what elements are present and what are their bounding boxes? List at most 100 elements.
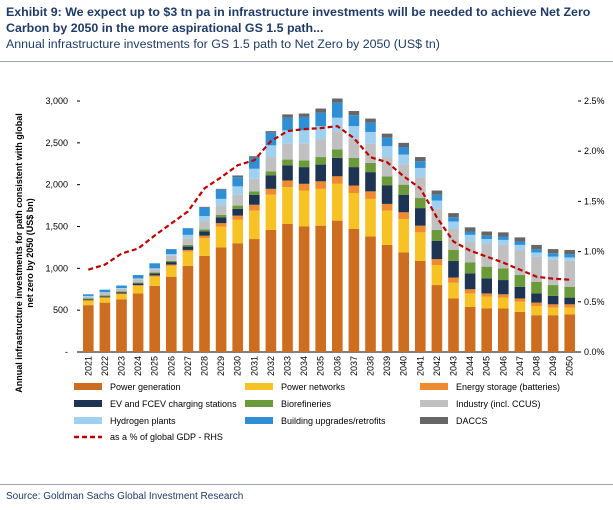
bar-segment [298,183,310,191]
bar-segment [464,306,476,352]
bar-segment [199,216,210,222]
bar-segment [414,157,426,162]
bar-segment [265,194,277,230]
bar-segment [248,178,260,192]
bar-segment [232,175,244,178]
bar-segment [116,294,127,300]
bar-segment [232,215,244,220]
bar-segment [514,275,526,287]
x-tick-label: 2022 [100,356,110,376]
bar-segment [215,217,227,224]
bar-segment [315,225,327,352]
bar-segment [481,296,493,309]
bar-segment [298,130,310,144]
bar-segment [381,146,393,158]
x-tick-label: 2043 [449,356,459,376]
bar-segment [331,157,343,177]
bar-segment [182,234,194,239]
bar-segment [265,131,277,133]
bar-segment [348,138,360,158]
legend-swatch [245,383,273,390]
legend-swatch [245,417,273,424]
bar-segment [248,239,260,352]
bar-segment [116,288,127,292]
bar-segment [315,108,327,113]
bar-segment [215,189,227,199]
bar-segment [348,193,360,230]
bar-segment [414,167,426,178]
x-tick-label: 2045 [482,356,492,376]
bar-segment [215,198,227,206]
bar-segment [282,187,293,224]
bar-segment [248,210,260,240]
bar-segment [182,228,194,235]
bar-segment [215,214,227,218]
bar-segment [215,223,227,227]
x-tick-label: 2028 [200,356,210,376]
bar-segment [265,171,277,176]
bar-segment [99,292,111,294]
bar-segment [182,249,194,252]
bar-segment [348,185,360,194]
legend-swatch [74,383,102,390]
bar-segment [497,280,509,295]
bar-segment [481,308,493,352]
legend-label: Power networks [281,382,346,392]
bar-segment [199,229,210,232]
bar-segment [282,165,293,181]
x-tick-label: 2049 [548,356,558,376]
bar-segment [398,194,410,213]
top-divider [0,61,613,62]
bar-segment [99,295,111,297]
bar-segment [564,249,576,255]
bar-segment [398,252,410,352]
bar-segment [531,302,542,306]
bar-segment [149,275,161,277]
bar-segment [282,130,293,144]
bar-segment [464,231,476,235]
x-tick-label: 2044 [465,356,475,376]
bar-segment [265,157,277,172]
x-tick-label: 2025 [150,356,160,376]
bar-segment [431,208,443,230]
bar-segment [365,143,376,163]
bar-segment [116,293,127,295]
bar-segment [497,308,509,352]
bar-segment [381,133,393,138]
bar-segment [165,276,177,352]
bar-segment [232,243,244,352]
bar-segment [199,221,210,230]
bar-segment [116,291,127,293]
bar-segment [431,229,443,241]
legend-label: Energy storage (batteries) [456,382,560,392]
bar-segment [448,260,459,278]
bar-segment [381,157,393,177]
y2-tick-label: 2.5% [584,96,605,106]
bar-segment [414,232,426,261]
bar-segment [381,210,393,245]
bar-segment [381,203,393,211]
y2-tick-label: 0.5% [584,297,605,307]
bar-segment [149,272,161,274]
bar-segment [82,300,94,301]
bar-segment [315,126,327,140]
bar-segment [481,266,493,279]
bar-segment [132,293,144,352]
bar-segment [365,191,376,199]
x-tick-label: 2042 [432,356,442,376]
legend-swatch [420,417,448,424]
x-tick-label: 2048 [532,356,542,376]
bar-segment [398,212,410,219]
bar-segment [381,176,393,186]
legend-label: DACCS [456,416,488,426]
bar-segment [82,294,94,296]
bar-segment [365,236,376,352]
bar-segment [149,276,161,286]
bar-segment [298,160,310,168]
bar-segment [165,249,177,255]
x-tick-label: 2041 [415,356,425,376]
x-tick-label: 2027 [183,356,193,376]
bar-segment [265,175,277,189]
x-tick-label: 2035 [316,356,326,376]
y2-tick-label: 2.0% [584,146,605,156]
